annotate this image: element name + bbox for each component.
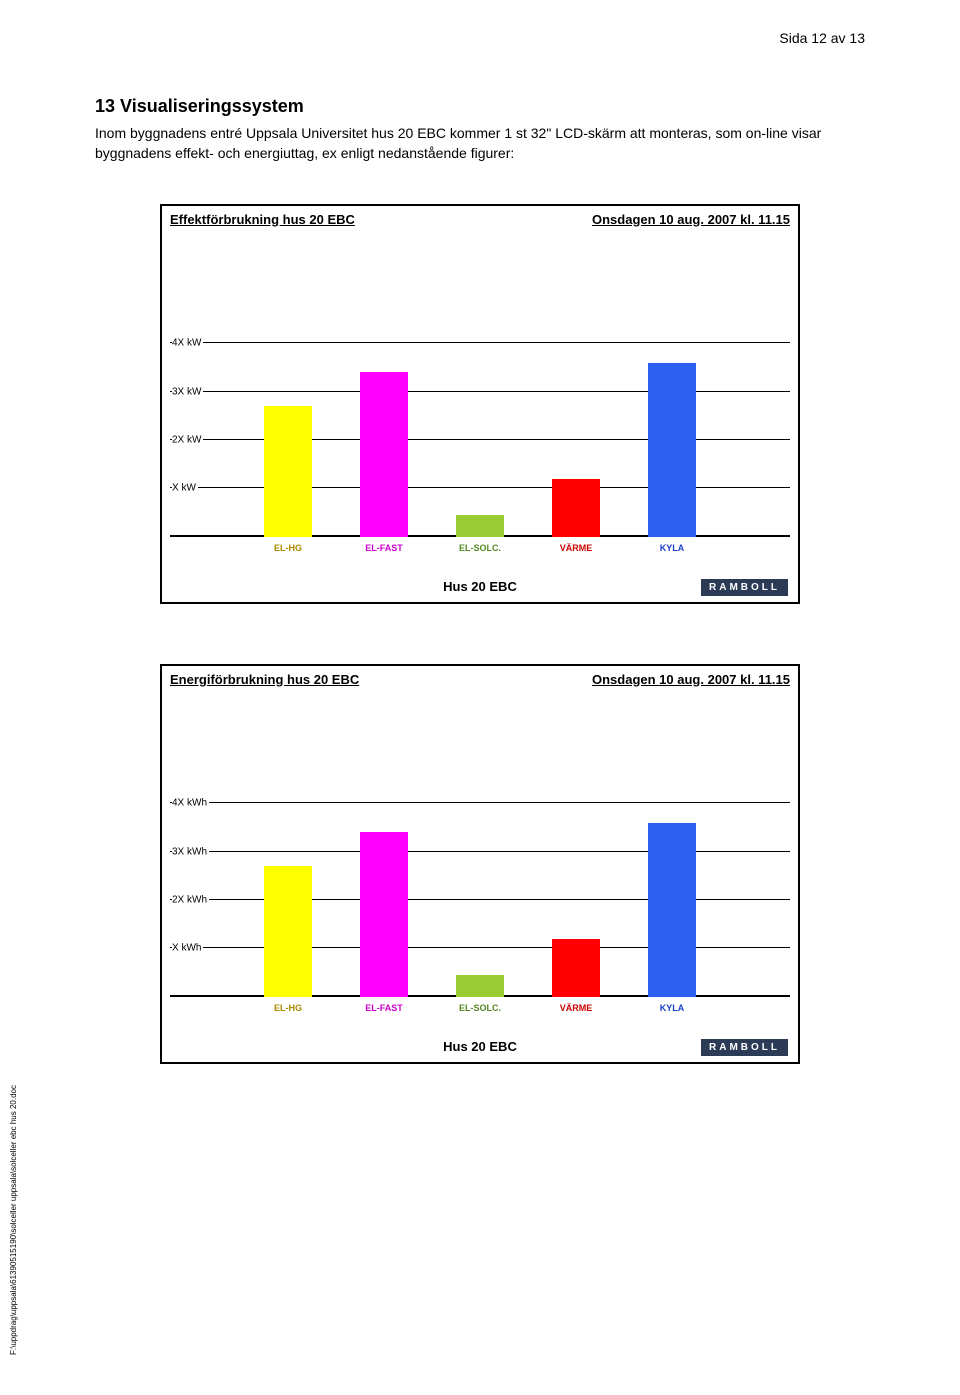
bar bbox=[648, 823, 696, 997]
chart-box: Energiförbrukning hus 20 EBC Onsdagen 10 … bbox=[160, 664, 800, 1064]
ramboll-badge: RAMBOLL bbox=[701, 1039, 788, 1056]
chart-block: Effektförbrukning hus 20 EBC Onsdagen 10 … bbox=[160, 204, 800, 604]
bar bbox=[456, 515, 504, 537]
bar-slot: KYLA bbox=[642, 823, 702, 997]
bar-slot: EL-HG bbox=[258, 866, 318, 997]
chart-header: Energiförbrukning hus 20 EBC Onsdagen 10 … bbox=[162, 666, 798, 707]
page: Sida 12 av 13 13 Visualiseringssystem In… bbox=[0, 0, 960, 1395]
chart-title-right: Onsdagen 10 aug. 2007 kl. 11.15 bbox=[592, 212, 790, 227]
bar bbox=[552, 939, 600, 997]
bar-slot: VÄRME bbox=[546, 939, 606, 997]
bar-slot: EL-HG bbox=[258, 406, 318, 537]
bar bbox=[552, 479, 600, 537]
plot-area: X kW2X kW3X kW4X kWEL-HGEL-FASTEL-SOLC.V… bbox=[170, 247, 790, 537]
chart-block: Energiförbrukning hus 20 EBC Onsdagen 10 … bbox=[160, 664, 800, 1064]
chart-title-left: Effektförbrukning hus 20 EBC bbox=[170, 212, 355, 227]
bars-row: EL-HG EL-FAST EL-SOLC. VÄRME KYLA bbox=[170, 707, 790, 997]
chart-title-right: Onsdagen 10 aug. 2007 kl. 11.15 bbox=[592, 672, 790, 687]
section-title: 13 Visualiseringssystem bbox=[95, 96, 865, 117]
bar bbox=[264, 866, 312, 997]
chart-header: Effektförbrukning hus 20 EBC Onsdagen 10 … bbox=[162, 206, 798, 247]
page-number: Sida 12 av 13 bbox=[95, 30, 865, 46]
bar bbox=[648, 363, 696, 537]
bar bbox=[360, 372, 408, 536]
bar-slot: EL-FAST bbox=[354, 832, 414, 996]
bar-slot: EL-SOLC. bbox=[450, 975, 510, 997]
bar bbox=[264, 406, 312, 537]
x-labels-row bbox=[162, 537, 798, 559]
ramboll-badge: RAMBOLL bbox=[701, 579, 788, 596]
plot-area: X kWh2X kWh3X kWh4X kWhEL-HGEL-FASTEL-SO… bbox=[170, 707, 790, 997]
chart-box: Effektförbrukning hus 20 EBC Onsdagen 10 … bbox=[160, 204, 800, 604]
bar-slot: EL-FAST bbox=[354, 372, 414, 536]
bar bbox=[456, 975, 504, 997]
body-paragraph: Inom byggnadens entré Uppsala Universite… bbox=[95, 123, 865, 164]
charts-container: Effektförbrukning hus 20 EBC Onsdagen 10 … bbox=[95, 204, 865, 1064]
bars-row: EL-HG EL-FAST EL-SOLC. VÄRME KYLA bbox=[170, 247, 790, 537]
chart-title-left: Energiförbrukning hus 20 EBC bbox=[170, 672, 359, 687]
document-path-footer: F:\uppdrag\uppsala\61390515190\solceller… bbox=[9, 1085, 18, 1355]
x-labels-row bbox=[162, 997, 798, 1019]
bar-slot: VÄRME bbox=[546, 479, 606, 537]
bar-slot: EL-SOLC. bbox=[450, 515, 510, 537]
bar-slot: KYLA bbox=[642, 363, 702, 537]
bar bbox=[360, 832, 408, 996]
